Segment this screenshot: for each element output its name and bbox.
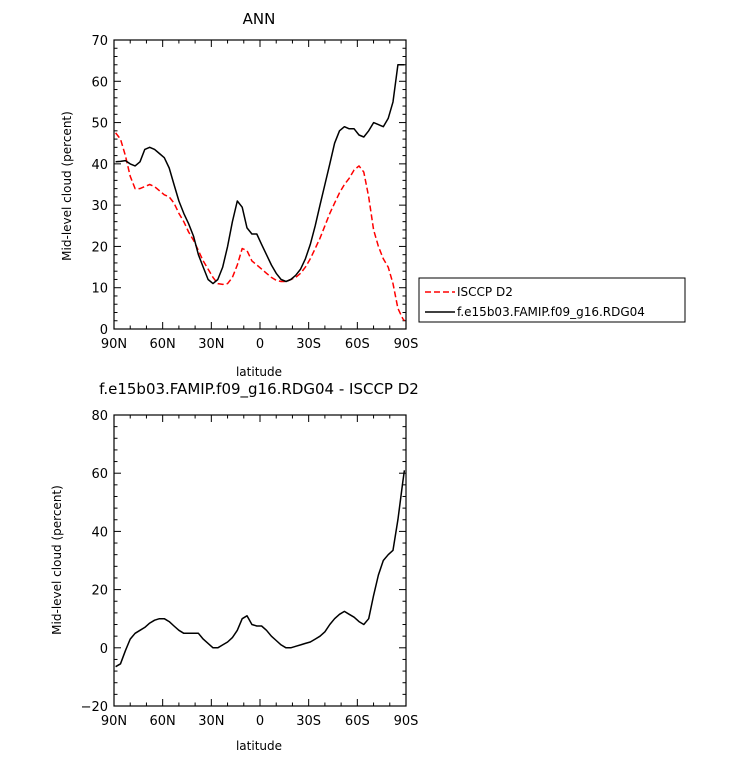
top-chart-x-tick-label: 90N [101,337,127,352]
top-chart-y-tick-label: 50 [91,117,108,132]
bottom-chart-series [115,470,406,668]
legend-label-isccp: ISCCP D2 [457,285,513,299]
top-chart-y-tick-label: 40 [91,158,108,173]
top-chart-y-tick-label: 30 [91,199,108,214]
bottom-chart-x-tick-label: 60N [150,714,176,729]
top-chart-x-tick-label: 60S [345,337,370,352]
bottom-chart-x-tick-labels: 90N 60N 30N 0 30S 60S 90S [101,714,419,729]
top-chart-x-tick-label: 30N [198,337,224,352]
top-chart-series-line-0 [115,132,405,322]
top-chart-title: ANN [243,10,276,28]
bottom-chart-x-tick-label: 0 [256,714,264,729]
top-chart-y-tick-label: 10 [91,282,108,297]
top-chart-x-tick-label: 60N [150,337,176,352]
bottom-chart-y-tick-label: −20 [81,700,108,715]
bottom-chart-y-tick-label: 40 [91,525,108,540]
top-chart-series [115,64,405,322]
bottom-chart-x-tick-label: 90N [101,714,127,729]
bottom-chart-series-line-0 [115,470,406,668]
bottom-chart-x-tick-label: 30N [198,714,224,729]
top-chart-x-axis-label: latitude [236,365,282,379]
bottom-chart: f.e15b03.FAMIP.f09_g16.RDG04 - ISCCP D2 … [50,380,419,753]
bottom-chart-ticks [113,414,407,707]
bottom-chart-y-tick-label: 0 [100,642,108,657]
top-chart-y-tick-label: 60 [91,75,108,90]
top-chart-legend: ISCCP D2 f.e15b03.FAMIP.f09_g16.RDG04 [418,277,686,323]
top-chart-y-axis-label: Mid-level cloud (percent) [60,111,74,261]
bottom-chart-x-tick-label: 90S [394,714,419,729]
top-chart-y-tick-label: 70 [91,34,108,49]
bottom-chart-y-tick-label: 80 [91,409,108,424]
top-chart-ticks [113,39,407,330]
bottom-chart-frame [113,414,407,707]
top-chart-series-line-1 [115,64,405,285]
bottom-chart-x-axis-label: latitude [236,739,282,753]
legend-label-model: f.e15b03.FAMIP.f09_g16.RDG04 [457,305,645,319]
top-chart-y-tick-label: 20 [91,240,108,255]
bottom-chart-y-tick-labels: −20 0 20 40 60 80 [81,409,108,715]
top-chart-x-tick-label: 0 [256,337,264,352]
bottom-chart-x-tick-label: 60S [345,714,370,729]
top-chart-y-tick-labels: 0 10 20 30 40 50 60 70 [91,34,108,338]
top-chart-x-tick-label: 30S [296,337,321,352]
top-chart-x-tick-labels: 90N 60N 30N 0 30S 60S 90S [101,337,419,352]
legend-frame [418,277,686,323]
bottom-chart-title: f.e15b03.FAMIP.f09_g16.RDG04 - ISCCP D2 [99,380,419,399]
bottom-chart-y-tick-label: 20 [91,584,108,599]
top-chart-x-tick-label: 90S [394,337,419,352]
bottom-chart-y-tick-label: 60 [91,467,108,482]
top-chart-frame [113,39,407,330]
bottom-chart-x-tick-label: 30S [296,714,321,729]
bottom-chart-y-axis-label: Mid-level cloud (percent) [50,485,64,635]
top-chart-y-tick-label: 0 [100,323,108,338]
